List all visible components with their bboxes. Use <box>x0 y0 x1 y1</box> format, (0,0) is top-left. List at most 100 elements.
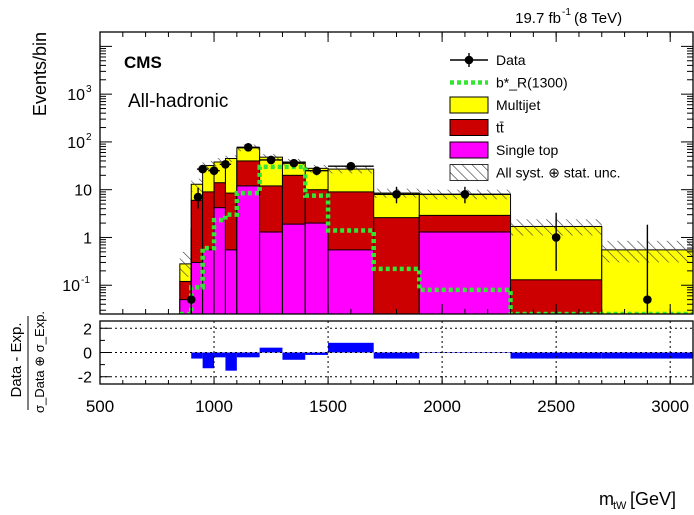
ratio-bar-3 <box>225 352 237 371</box>
uncertainty-band-0 <box>179 251 192 277</box>
data-point-10 <box>373 186 420 204</box>
ratio-bar-4 <box>236 352 260 358</box>
ratio-bar-12 <box>601 352 693 359</box>
legend-item-5: All syst. ⊕ stat. unc. <box>449 164 621 181</box>
ratio-bar-9 <box>373 352 420 359</box>
ratio-bar-5 <box>259 347 283 353</box>
data-point-7 <box>282 158 306 168</box>
y-tick-label-3: 10 <box>67 135 85 152</box>
x-tick-label-0: 500 <box>86 397 114 416</box>
data-marker-8 <box>312 166 321 175</box>
data-marker-2 <box>198 164 207 174</box>
data-marker-7 <box>289 158 299 168</box>
data-marker-0 <box>186 295 196 304</box>
singletop-bar-3 <box>213 207 226 314</box>
x-axis-label-unit: [GeV] <box>630 489 676 509</box>
data-point-8 <box>305 166 329 176</box>
uncertainty-band-3 <box>214 158 226 167</box>
singletop-bar-7 <box>281 223 306 314</box>
ratio-axes: 500 1000 1500 2000 2500 3000 -2 0 2 <box>78 321 694 416</box>
ratio-bar-0 <box>191 352 203 359</box>
legend-item-1: b*_R(1300) <box>450 75 568 91</box>
ttbar-bar-10 <box>373 217 420 314</box>
data-point-9 <box>328 161 374 171</box>
y-tick-label-2: 10 <box>74 183 92 200</box>
legend-item-2: Multijet <box>449 96 540 114</box>
y-tick-exponent-0: -1 <box>81 275 90 286</box>
ratio-y-label-bottom: σ_Data ⊕ σ_Exp. <box>32 311 47 413</box>
data-point-1 <box>193 187 203 209</box>
singletop-bar-8 <box>304 222 329 314</box>
data-series <box>186 143 652 314</box>
legend-label-3: tt̄ <box>496 120 504 136</box>
singletop-bar-6 <box>259 231 283 314</box>
y-tick-label-1: 1 <box>83 230 92 247</box>
data-point-4 <box>219 160 232 169</box>
lumi-label: 19.7 fb <box>515 10 561 27</box>
uncertainty-band-4 <box>225 155 237 162</box>
legend-label-1: b*_R(1300) <box>496 75 568 91</box>
data-marker-1 <box>193 192 203 202</box>
data-point-3 <box>208 166 220 176</box>
signal-series <box>179 164 693 314</box>
legend-data-marker <box>464 55 474 65</box>
uncertainty-band-2 <box>202 160 215 170</box>
ratio-y-label-top: Data - Exp. <box>8 322 25 397</box>
ratio-bar-11 <box>510 352 602 359</box>
singletop-bar-9 <box>327 249 375 314</box>
ratio-y-tick-label-2: 2 <box>83 321 92 338</box>
legend-swatch-2 <box>449 96 489 114</box>
data-marker-4 <box>221 160 230 169</box>
ratio-series <box>191 342 693 371</box>
x-tick-label-2: 1500 <box>309 397 347 416</box>
channel-label: All-hadronic <box>128 91 228 112</box>
legend-label-2: Multijet <box>496 97 540 113</box>
legend-label-0: Data <box>496 52 526 68</box>
data-point-13 <box>643 224 652 314</box>
data-marker-5 <box>243 143 253 152</box>
singletop-bar-4 <box>224 249 238 314</box>
legend-item-3: tt̄ <box>449 119 504 136</box>
x-tick-label-5: 3000 <box>651 397 689 416</box>
data-marker-13 <box>643 295 652 304</box>
x-tick-label-3: 2000 <box>423 397 461 416</box>
singletop-bar-5 <box>236 185 261 314</box>
legend-swatch-3 <box>449 119 489 136</box>
data-point-11 <box>419 186 511 204</box>
uncertainty-band-1 <box>191 178 203 192</box>
signal-step-line <box>179 164 693 314</box>
data-point-0 <box>186 228 196 314</box>
ratio-y-tick-label-0: -2 <box>78 370 92 387</box>
ratio-bar-1 <box>202 352 215 369</box>
legend-item-0: Data <box>450 52 526 68</box>
ratio-bar-8 <box>328 342 374 353</box>
data-point-5 <box>236 143 260 152</box>
legend-label-4: Single top <box>496 142 558 158</box>
lumi-energy: (8 TeV) <box>574 10 622 27</box>
y-tick-label-4: 10 <box>67 87 85 104</box>
data-marker-10 <box>392 190 401 199</box>
ratio-bar-6 <box>282 352 306 360</box>
legend-swatch-4 <box>449 141 489 159</box>
legend-hatch-swatch <box>449 164 489 181</box>
data-point-2 <box>196 164 209 174</box>
y-tick-label-0: 10 <box>62 278 80 295</box>
data-marker-12 <box>551 233 561 242</box>
y-axis-label: Events/bin <box>30 32 50 116</box>
data-marker-9 <box>346 161 356 171</box>
data-point-12 <box>551 212 561 271</box>
singletop-bar-11 <box>418 231 512 314</box>
ratio-y-tick-label-1: 0 <box>83 346 92 363</box>
data-marker-3 <box>209 166 219 175</box>
data-marker-11 <box>460 190 470 199</box>
legend-item-4: Single top <box>449 141 558 159</box>
data-marker-6 <box>266 155 276 165</box>
ratio-bar-10 <box>419 352 511 353</box>
legend-label-5: All syst. ⊕ stat. unc. <box>496 165 621 181</box>
ratio-bar-7 <box>305 352 329 355</box>
lumi-exponent: -1 <box>562 7 571 18</box>
y-tick-exponent-3: 2 <box>86 132 92 143</box>
